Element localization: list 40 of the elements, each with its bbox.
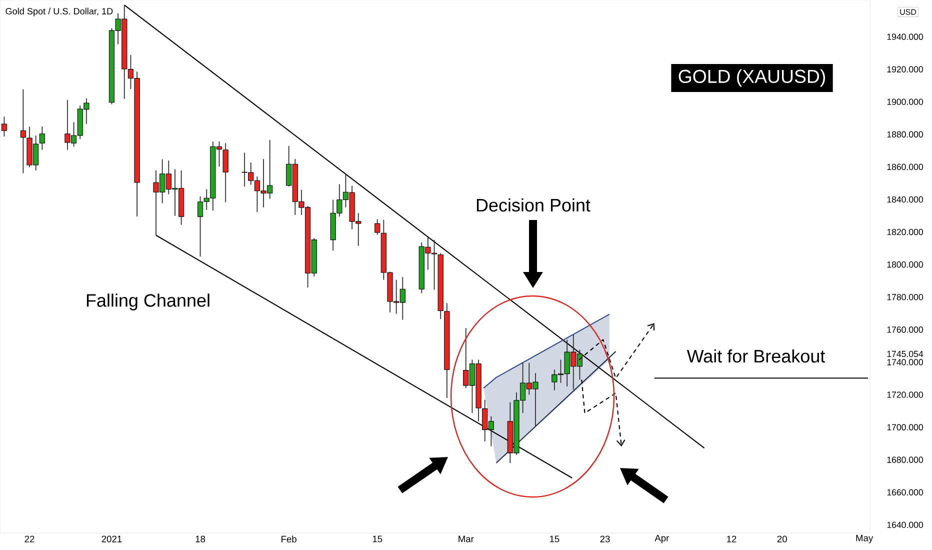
x-tick-label: Feb — [282, 536, 296, 542]
y-tick-label: 1900.000 — [887, 98, 924, 105]
text: USD — [900, 9, 916, 15]
y-tick-label: 1640.000 — [887, 522, 924, 528]
candlestick — [222, 142, 228, 203]
y-tick-label: 1880.000 — [887, 131, 924, 138]
annotation: GOLD (XAUUSD) — [678, 69, 825, 87]
y-tick-label: 1860.000 — [887, 164, 924, 170]
x-tick-label: Apr — [654, 534, 670, 544]
x-tick-label: 20 — [777, 536, 787, 542]
x-tick-label: 22 — [24, 536, 34, 542]
y-tick-label: 1720.000 — [887, 392, 924, 398]
y-tick-label: 1820.000 — [887, 228, 924, 236]
y-tick-label: 1920.000 — [887, 66, 924, 72]
y-tick-label: 1940.000 — [887, 34, 924, 40]
y-tick-label: 1745.054 — [887, 350, 924, 358]
candlestick — [39, 126, 45, 150]
y-tick-label: 1700.000 — [887, 424, 924, 430]
x-tick-label: Mar — [458, 536, 474, 542]
y-tick-label: 1680.000 — [887, 456, 924, 463]
annotation: Decision Point — [476, 198, 590, 212]
y-tick-label: 1660.000 — [887, 489, 924, 496]
x-tick-label: 15 — [372, 536, 382, 542]
x-tick-label: 15 — [550, 536, 560, 542]
x-tick-label: 12 — [727, 536, 736, 542]
x-tick-label: 23 — [600, 536, 610, 542]
y-tick-label: 1800.000 — [887, 261, 924, 268]
y-tick-label: 1780.000 — [887, 294, 924, 300]
y-tick-label: 1740.000 — [887, 359, 924, 366]
y-tick-label: 1840.000 — [887, 196, 924, 203]
x-tick-label: 2021 — [102, 536, 122, 542]
text: Gold Spot / U.S. Dollar, 1D — [6, 8, 113, 16]
candlestick — [20, 88, 26, 174]
x-tick-label: 18 — [196, 536, 206, 542]
candlestick — [374, 218, 380, 236]
x-tick-label: May — [856, 534, 874, 544]
annotation: Wait for Breakout — [686, 349, 826, 363]
y-tick-label: 1760.000 — [887, 326, 924, 333]
annotation: Falling Channel — [86, 294, 210, 310]
candlestick — [1, 116, 8, 137]
